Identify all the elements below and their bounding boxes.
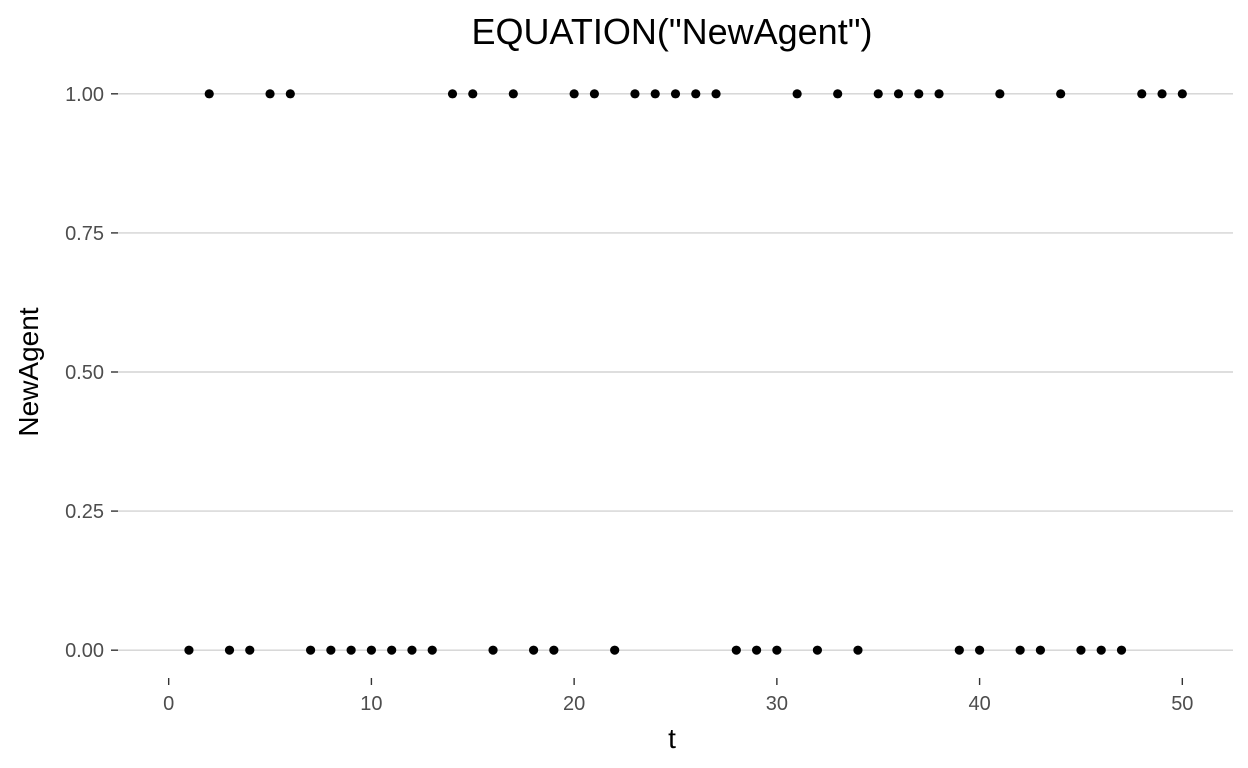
data-point bbox=[1177, 89, 1187, 99]
data-point bbox=[326, 645, 336, 655]
data-point bbox=[1137, 89, 1147, 99]
data-point bbox=[1035, 645, 1046, 655]
data-point bbox=[873, 89, 883, 99]
data-point bbox=[1116, 645, 1127, 655]
data-point bbox=[630, 89, 640, 99]
data-point bbox=[914, 89, 924, 99]
data-point bbox=[954, 645, 964, 655]
x-tick-label: 40 bbox=[968, 693, 990, 715]
data-point bbox=[468, 89, 478, 99]
data-point bbox=[1076, 645, 1086, 655]
data-point bbox=[711, 89, 721, 99]
data-point bbox=[833, 89, 843, 99]
y-tick-label: 0.75 bbox=[65, 223, 104, 245]
axis-ticks: 0.00 0.25 0.50 0.75 1.00 0 10 20 30 40 50 bbox=[65, 84, 1193, 715]
data-point bbox=[1056, 89, 1066, 99]
x-axis-title: t bbox=[668, 723, 676, 754]
data-point bbox=[549, 645, 559, 655]
data-points bbox=[184, 89, 1187, 655]
data-point bbox=[528, 645, 539, 655]
data-point bbox=[751, 645, 762, 655]
data-point bbox=[812, 645, 823, 655]
data-point bbox=[305, 645, 316, 655]
data-point bbox=[772, 645, 782, 655]
data-point bbox=[407, 645, 417, 655]
data-point bbox=[366, 645, 377, 655]
y-tick-label: 0.00 bbox=[65, 640, 104, 662]
y-tick-label: 0.25 bbox=[65, 501, 104, 523]
data-point bbox=[224, 645, 235, 655]
data-point bbox=[589, 89, 600, 99]
data-point bbox=[934, 89, 944, 99]
data-point bbox=[346, 645, 356, 655]
data-point bbox=[650, 89, 660, 99]
data-point bbox=[204, 89, 214, 99]
gridlines bbox=[118, 93, 1233, 651]
data-point bbox=[1015, 645, 1025, 655]
x-tick-label: 10 bbox=[360, 693, 382, 715]
x-tick-label: 50 bbox=[1171, 693, 1193, 715]
x-tick-label: 20 bbox=[563, 693, 585, 715]
y-axis-title: NewAgent bbox=[13, 307, 44, 436]
data-point bbox=[995, 89, 1005, 99]
data-point bbox=[245, 645, 255, 655]
data-point bbox=[1096, 645, 1106, 655]
data-point bbox=[610, 645, 620, 655]
data-point bbox=[893, 89, 904, 99]
chart-title: EQUATION("NewAgent") bbox=[472, 11, 873, 52]
data-point bbox=[670, 89, 681, 99]
x-tick-label: 30 bbox=[766, 693, 788, 715]
data-point bbox=[691, 89, 701, 99]
data-point bbox=[488, 645, 498, 655]
y-tick-label: 0.50 bbox=[65, 362, 104, 384]
data-point bbox=[792, 89, 802, 99]
data-point bbox=[447, 89, 458, 99]
data-point bbox=[1157, 89, 1167, 99]
data-point bbox=[387, 645, 397, 655]
x-tick-label: 0 bbox=[163, 693, 174, 715]
y-tick-label: 1.00 bbox=[65, 84, 104, 106]
data-point bbox=[427, 645, 437, 655]
data-point bbox=[265, 89, 275, 99]
data-point bbox=[508, 89, 518, 99]
data-point bbox=[285, 89, 295, 99]
data-point bbox=[184, 645, 194, 655]
data-point bbox=[974, 645, 985, 655]
data-point bbox=[569, 89, 579, 99]
data-point bbox=[853, 645, 863, 655]
data-point bbox=[731, 645, 741, 655]
